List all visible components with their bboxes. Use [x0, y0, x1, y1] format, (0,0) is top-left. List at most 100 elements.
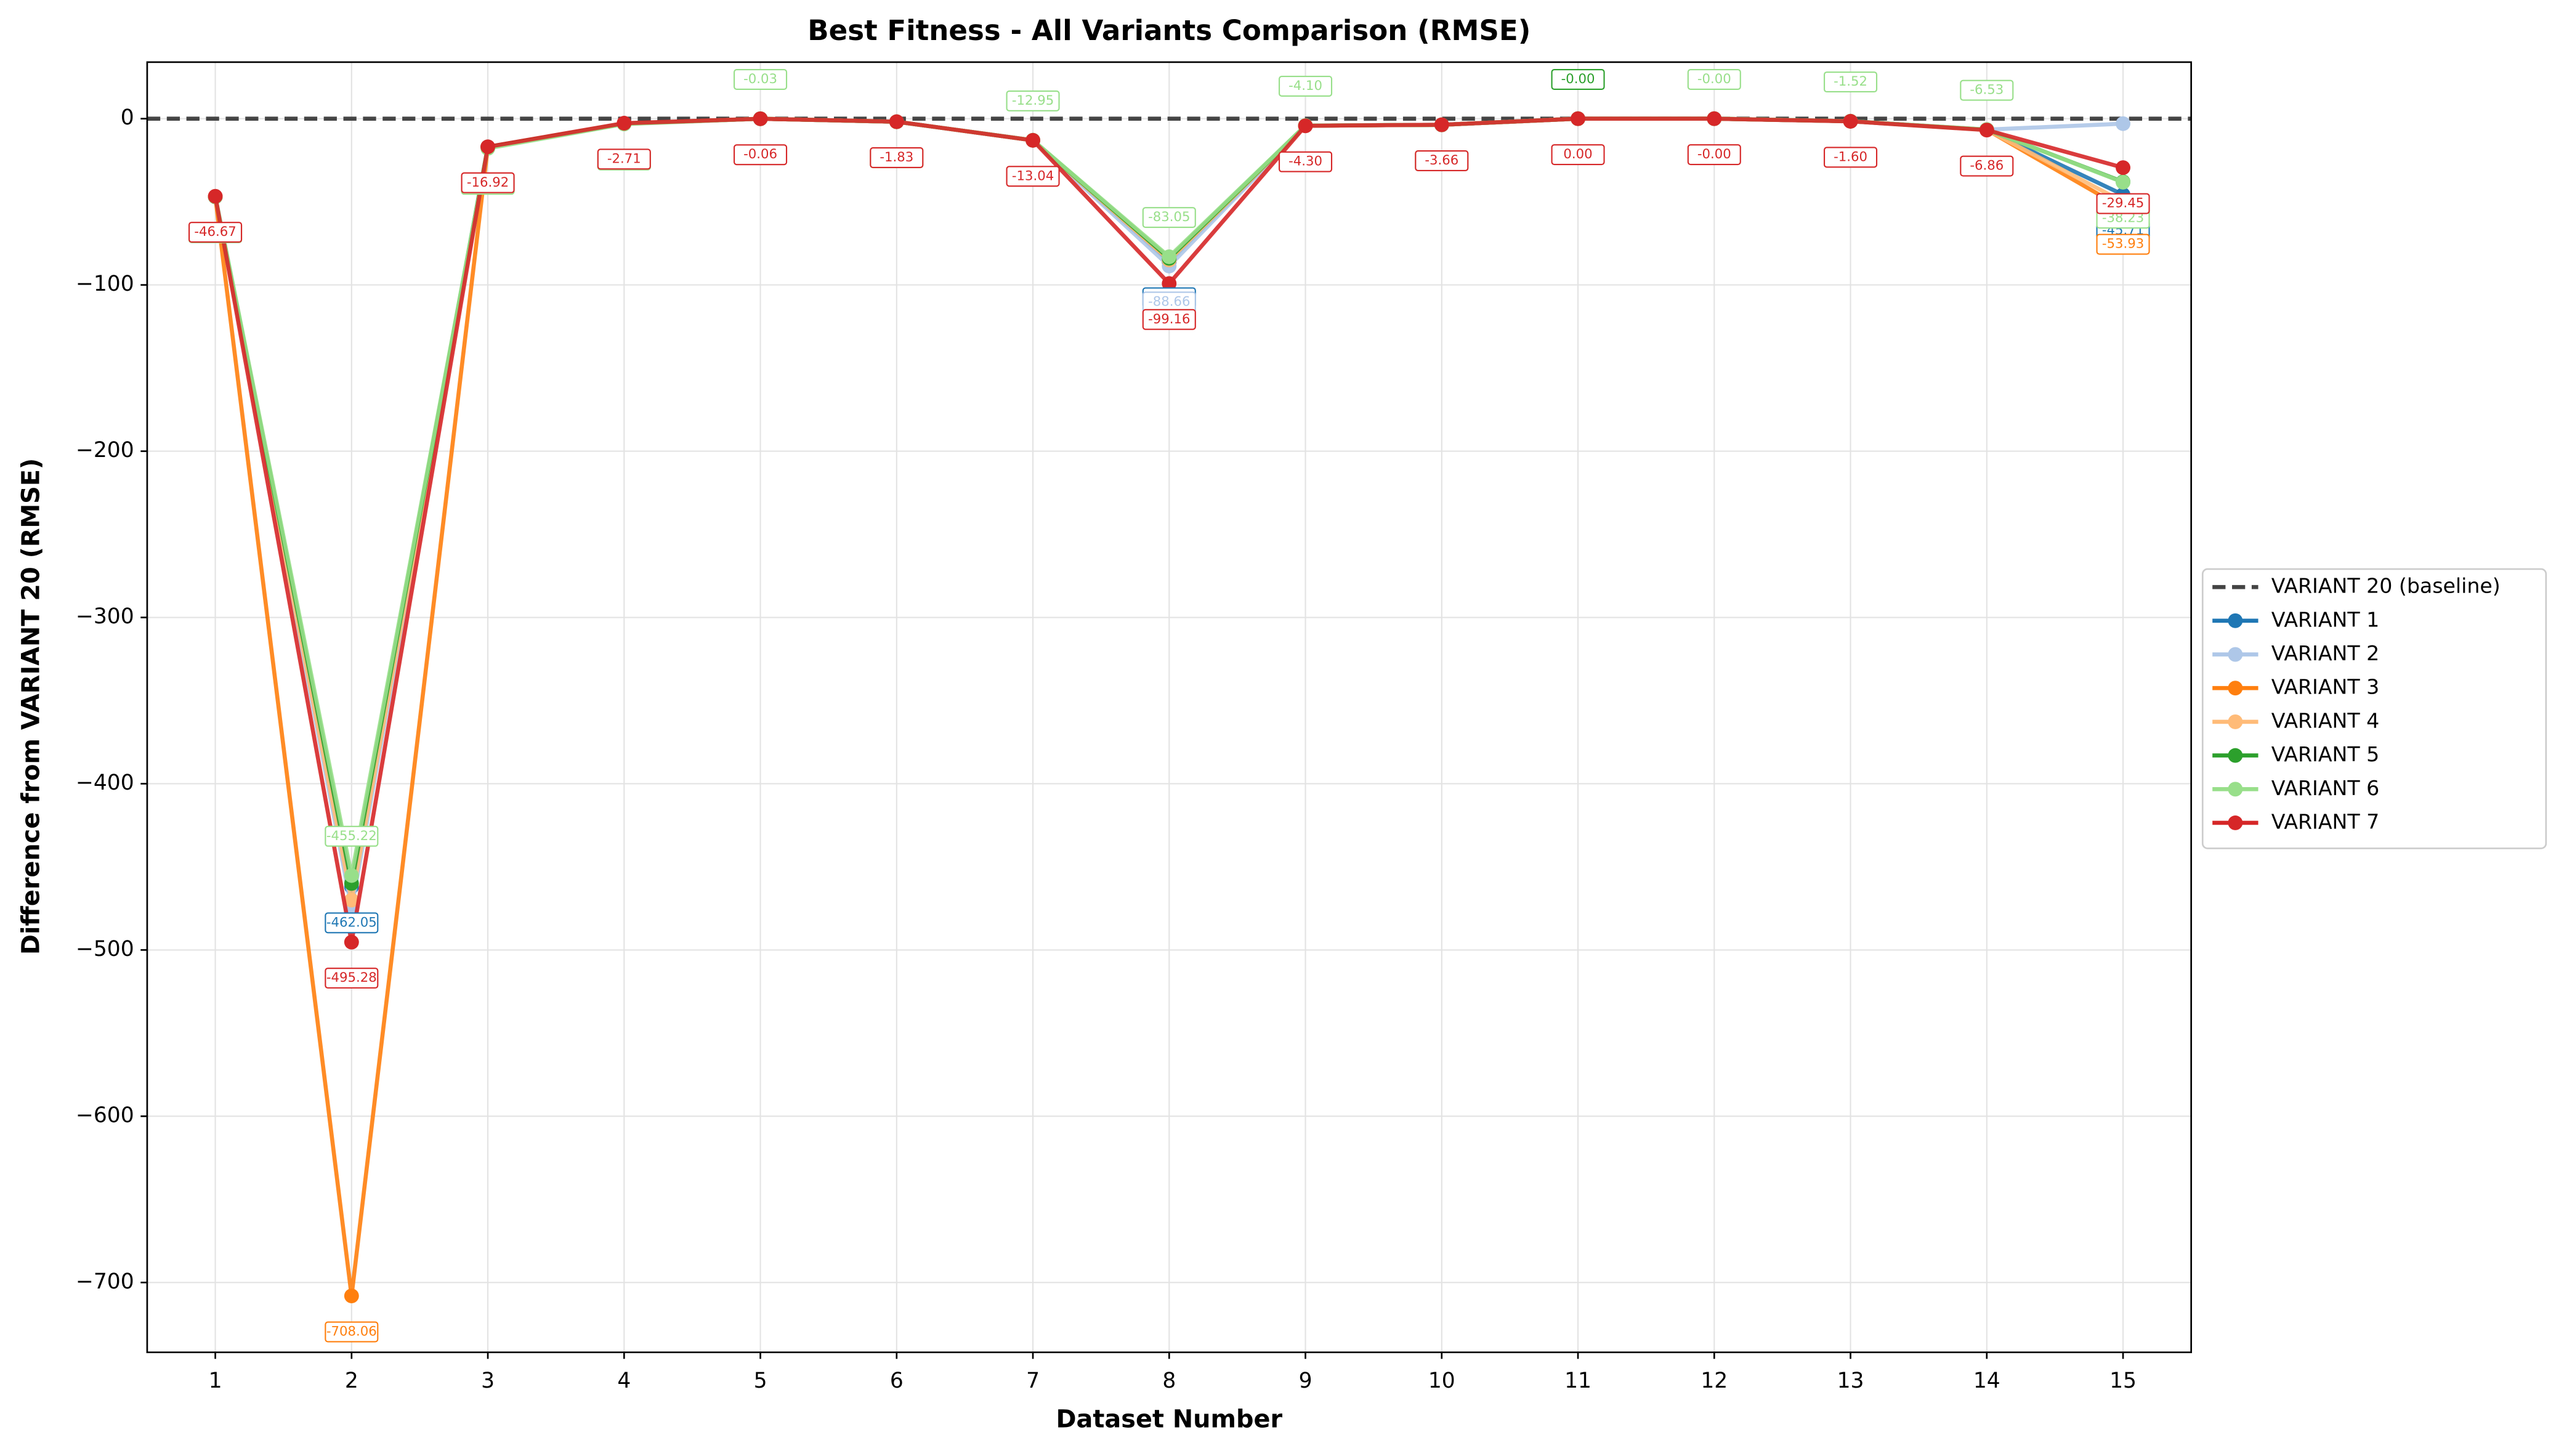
- value-label: -1.60: [1834, 149, 1867, 164]
- value-label-box: [1551, 144, 1605, 166]
- value-label: -4.10: [1288, 78, 1322, 94]
- value-label-box: [1960, 155, 2014, 177]
- marker: [344, 892, 359, 908]
- marker: [1162, 249, 1177, 264]
- x-tick-label: 2: [345, 1369, 358, 1393]
- marker: [344, 934, 359, 950]
- value-label-box: [1415, 150, 1469, 171]
- legend-label: VARIANT 1: [2271, 607, 2380, 631]
- value-label-box: [1142, 207, 1196, 229]
- marker: [1707, 111, 1722, 126]
- value-label-box: [325, 912, 379, 934]
- marker: [1298, 118, 1313, 134]
- x-tick-label: 7: [1026, 1369, 1040, 1393]
- marker: [344, 1288, 359, 1303]
- x-tick-label: 8: [1162, 1369, 1176, 1393]
- legend-label: VARIANT 7: [2271, 809, 2380, 833]
- value-label: -13.04: [1012, 168, 1054, 184]
- x-tick-label: 12: [1701, 1369, 1728, 1393]
- legend-marker: [2228, 782, 2243, 797]
- value-label: -1.52: [1834, 74, 1867, 89]
- x-tick-label: 15: [2109, 1369, 2137, 1393]
- x-tick-label: 10: [1428, 1369, 1455, 1393]
- x-axis-label: Dataset Number: [1056, 1405, 1282, 1434]
- y-tick-label: −500: [76, 937, 134, 961]
- marker: [753, 111, 768, 126]
- value-label: -3.66: [1425, 153, 1458, 168]
- marker: [889, 114, 904, 129]
- x-tick-label: 3: [481, 1369, 495, 1393]
- value-label-box: [1824, 71, 1878, 93]
- value-label: -6.53: [1970, 83, 2004, 98]
- value-label-box: [1960, 79, 2014, 101]
- y-tick-label: −400: [76, 770, 134, 795]
- value-label-box: [188, 222, 243, 243]
- value-label: -6.86: [1970, 158, 2004, 174]
- legend-label: VARIANT 3: [2271, 675, 2380, 699]
- y-axis-label: Difference from VARIANT 20 (RMSE): [17, 458, 46, 955]
- value-label: -16.92: [467, 175, 509, 190]
- marker: [1979, 123, 1994, 138]
- legend-label: VARIANT 6: [2271, 776, 2380, 800]
- value-label-box: [1687, 68, 1741, 90]
- value-label-box: [1142, 309, 1196, 330]
- value-label-box: [870, 147, 924, 169]
- value-label: -1.83: [880, 150, 913, 165]
- value-label-box: [734, 144, 788, 166]
- marker: [2116, 160, 2130, 176]
- value-label: -99.16: [1148, 312, 1190, 327]
- x-tick-label: 13: [1837, 1369, 1864, 1393]
- marker: [617, 116, 632, 131]
- legend-marker: [2228, 714, 2243, 729]
- value-label-box: [461, 172, 515, 193]
- x-tick-label: 11: [1564, 1369, 1591, 1393]
- x-tick-label: 9: [1299, 1369, 1312, 1393]
- value-label-box: [325, 825, 379, 847]
- value-label: -708.06: [326, 1324, 377, 1339]
- y-tick-label: −300: [76, 604, 134, 629]
- marker: [1843, 114, 1858, 129]
- value-label: -88.66: [1148, 294, 1190, 309]
- value-label-box: [1006, 90, 1060, 111]
- x-tick-label: 5: [754, 1369, 767, 1393]
- marker: [1434, 117, 1449, 132]
- value-label-box: [325, 1321, 379, 1343]
- value-label-box: [1279, 76, 1333, 97]
- legend-label: VARIANT 20 (baseline): [2271, 574, 2501, 598]
- x-tick-label: 6: [890, 1369, 904, 1393]
- value-label-box: [2096, 193, 2150, 214]
- legend-label: VARIANT 5: [2271, 742, 2380, 766]
- value-label: -0.03: [743, 71, 777, 87]
- chart-title: Best Fitness - All Variants Comparison (…: [807, 14, 1531, 47]
- y-tick-label: −200: [76, 438, 134, 463]
- value-label: -4.30: [1288, 154, 1322, 169]
- value-label: -46.67: [194, 224, 236, 240]
- y-tick-label: −700: [76, 1269, 134, 1294]
- value-label-box: [1006, 166, 1060, 187]
- value-label-box: [1687, 144, 1741, 166]
- value-label: -455.22: [326, 828, 377, 844]
- value-label: -0.06: [743, 147, 777, 162]
- value-label-box: [1551, 68, 1605, 90]
- value-label: -53.93: [2102, 237, 2144, 252]
- value-label: -0.00: [1697, 71, 1731, 87]
- y-tick-label: −100: [76, 272, 134, 296]
- value-label: -495.28: [326, 970, 377, 985]
- legend-box: [2201, 568, 2547, 849]
- value-label-box: [1824, 147, 1878, 168]
- value-label-box: [597, 148, 651, 170]
- value-label: -0.00: [1561, 71, 1595, 87]
- legend-label: VARIANT 2: [2271, 641, 2380, 665]
- marker: [1571, 111, 1585, 126]
- legend-marker: [2228, 815, 2243, 830]
- marker: [208, 188, 223, 204]
- x-tick-label: 4: [617, 1369, 631, 1393]
- value-label: -12.95: [1012, 93, 1054, 108]
- value-label: -2.71: [607, 151, 641, 166]
- marker: [1025, 132, 1041, 148]
- value-label: -0.00: [1697, 147, 1731, 162]
- value-label-box: [734, 69, 788, 91]
- value-label: 0.00: [1563, 147, 1592, 162]
- value-label: -83.05: [1148, 209, 1190, 225]
